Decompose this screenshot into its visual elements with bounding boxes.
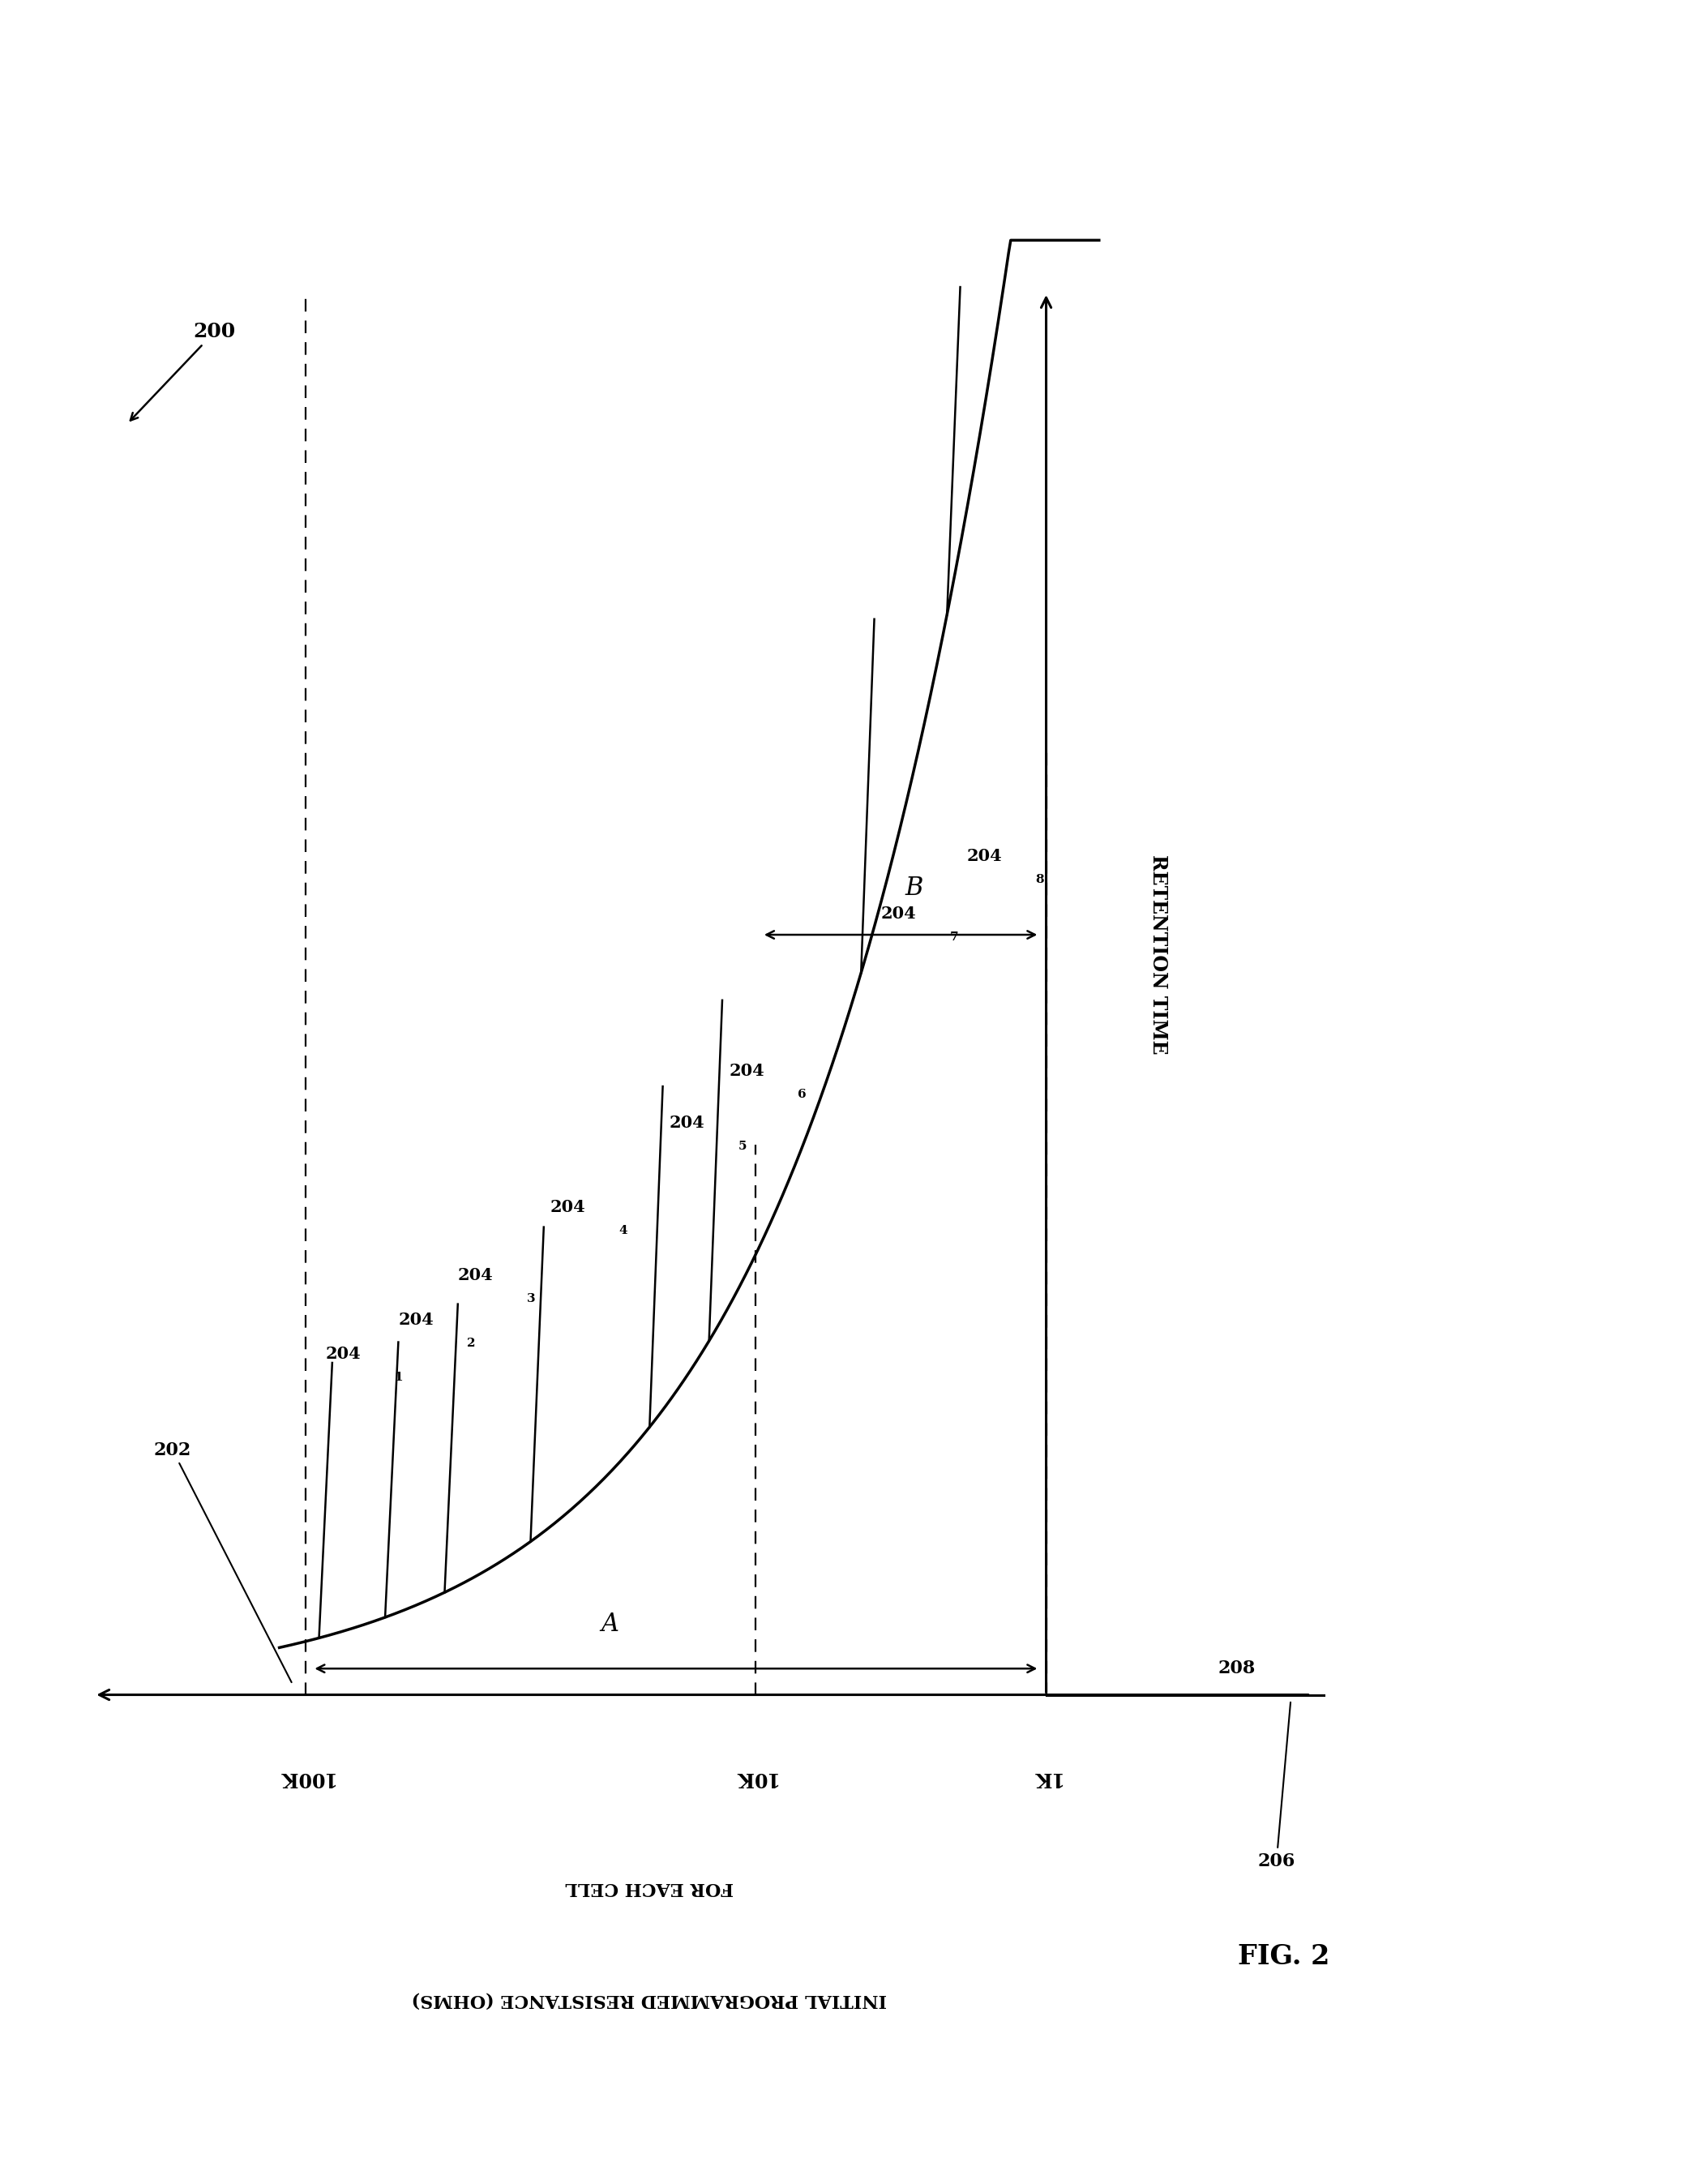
Text: FOR EACH CELL: FOR EACH CELL: [564, 1878, 734, 1896]
Text: 8: 8: [1036, 874, 1044, 885]
Text: INITIAL PROGRAMMED RESISTANCE (OHMS): INITIAL PROGRAMMED RESISTANCE (OHMS): [412, 1992, 886, 2009]
Text: A: A: [602, 1612, 619, 1638]
Text: 100K: 100K: [278, 1769, 334, 1789]
Text: 204: 204: [729, 1064, 764, 1079]
Text: 204: 204: [966, 847, 1002, 865]
Text: RETENTION TIME: RETENTION TIME: [1149, 854, 1168, 1055]
Text: 3: 3: [527, 1293, 536, 1304]
Text: 7: 7: [949, 930, 958, 943]
Text: 204: 204: [398, 1313, 434, 1328]
Text: 204: 204: [670, 1116, 705, 1131]
Text: 202: 202: [154, 1441, 292, 1682]
Text: 204: 204: [458, 1267, 493, 1284]
Text: 204: 204: [551, 1199, 586, 1214]
Text: FIG. 2: FIG. 2: [1237, 1944, 1331, 1970]
Text: 200: 200: [131, 323, 236, 422]
Text: 204: 204: [325, 1345, 361, 1363]
Text: 2: 2: [468, 1337, 476, 1350]
Text: 204: 204: [881, 906, 917, 922]
Text: 5: 5: [737, 1140, 746, 1153]
Text: 1: 1: [395, 1372, 403, 1382]
Text: 208: 208: [1219, 1660, 1256, 1677]
Text: 6: 6: [798, 1088, 807, 1101]
Text: 4: 4: [619, 1225, 627, 1236]
Text: 206: 206: [1258, 1701, 1295, 1870]
Text: 10K: 10K: [734, 1769, 776, 1789]
Text: B: B: [905, 876, 924, 900]
Text: 1K: 1K: [1031, 1769, 1061, 1789]
